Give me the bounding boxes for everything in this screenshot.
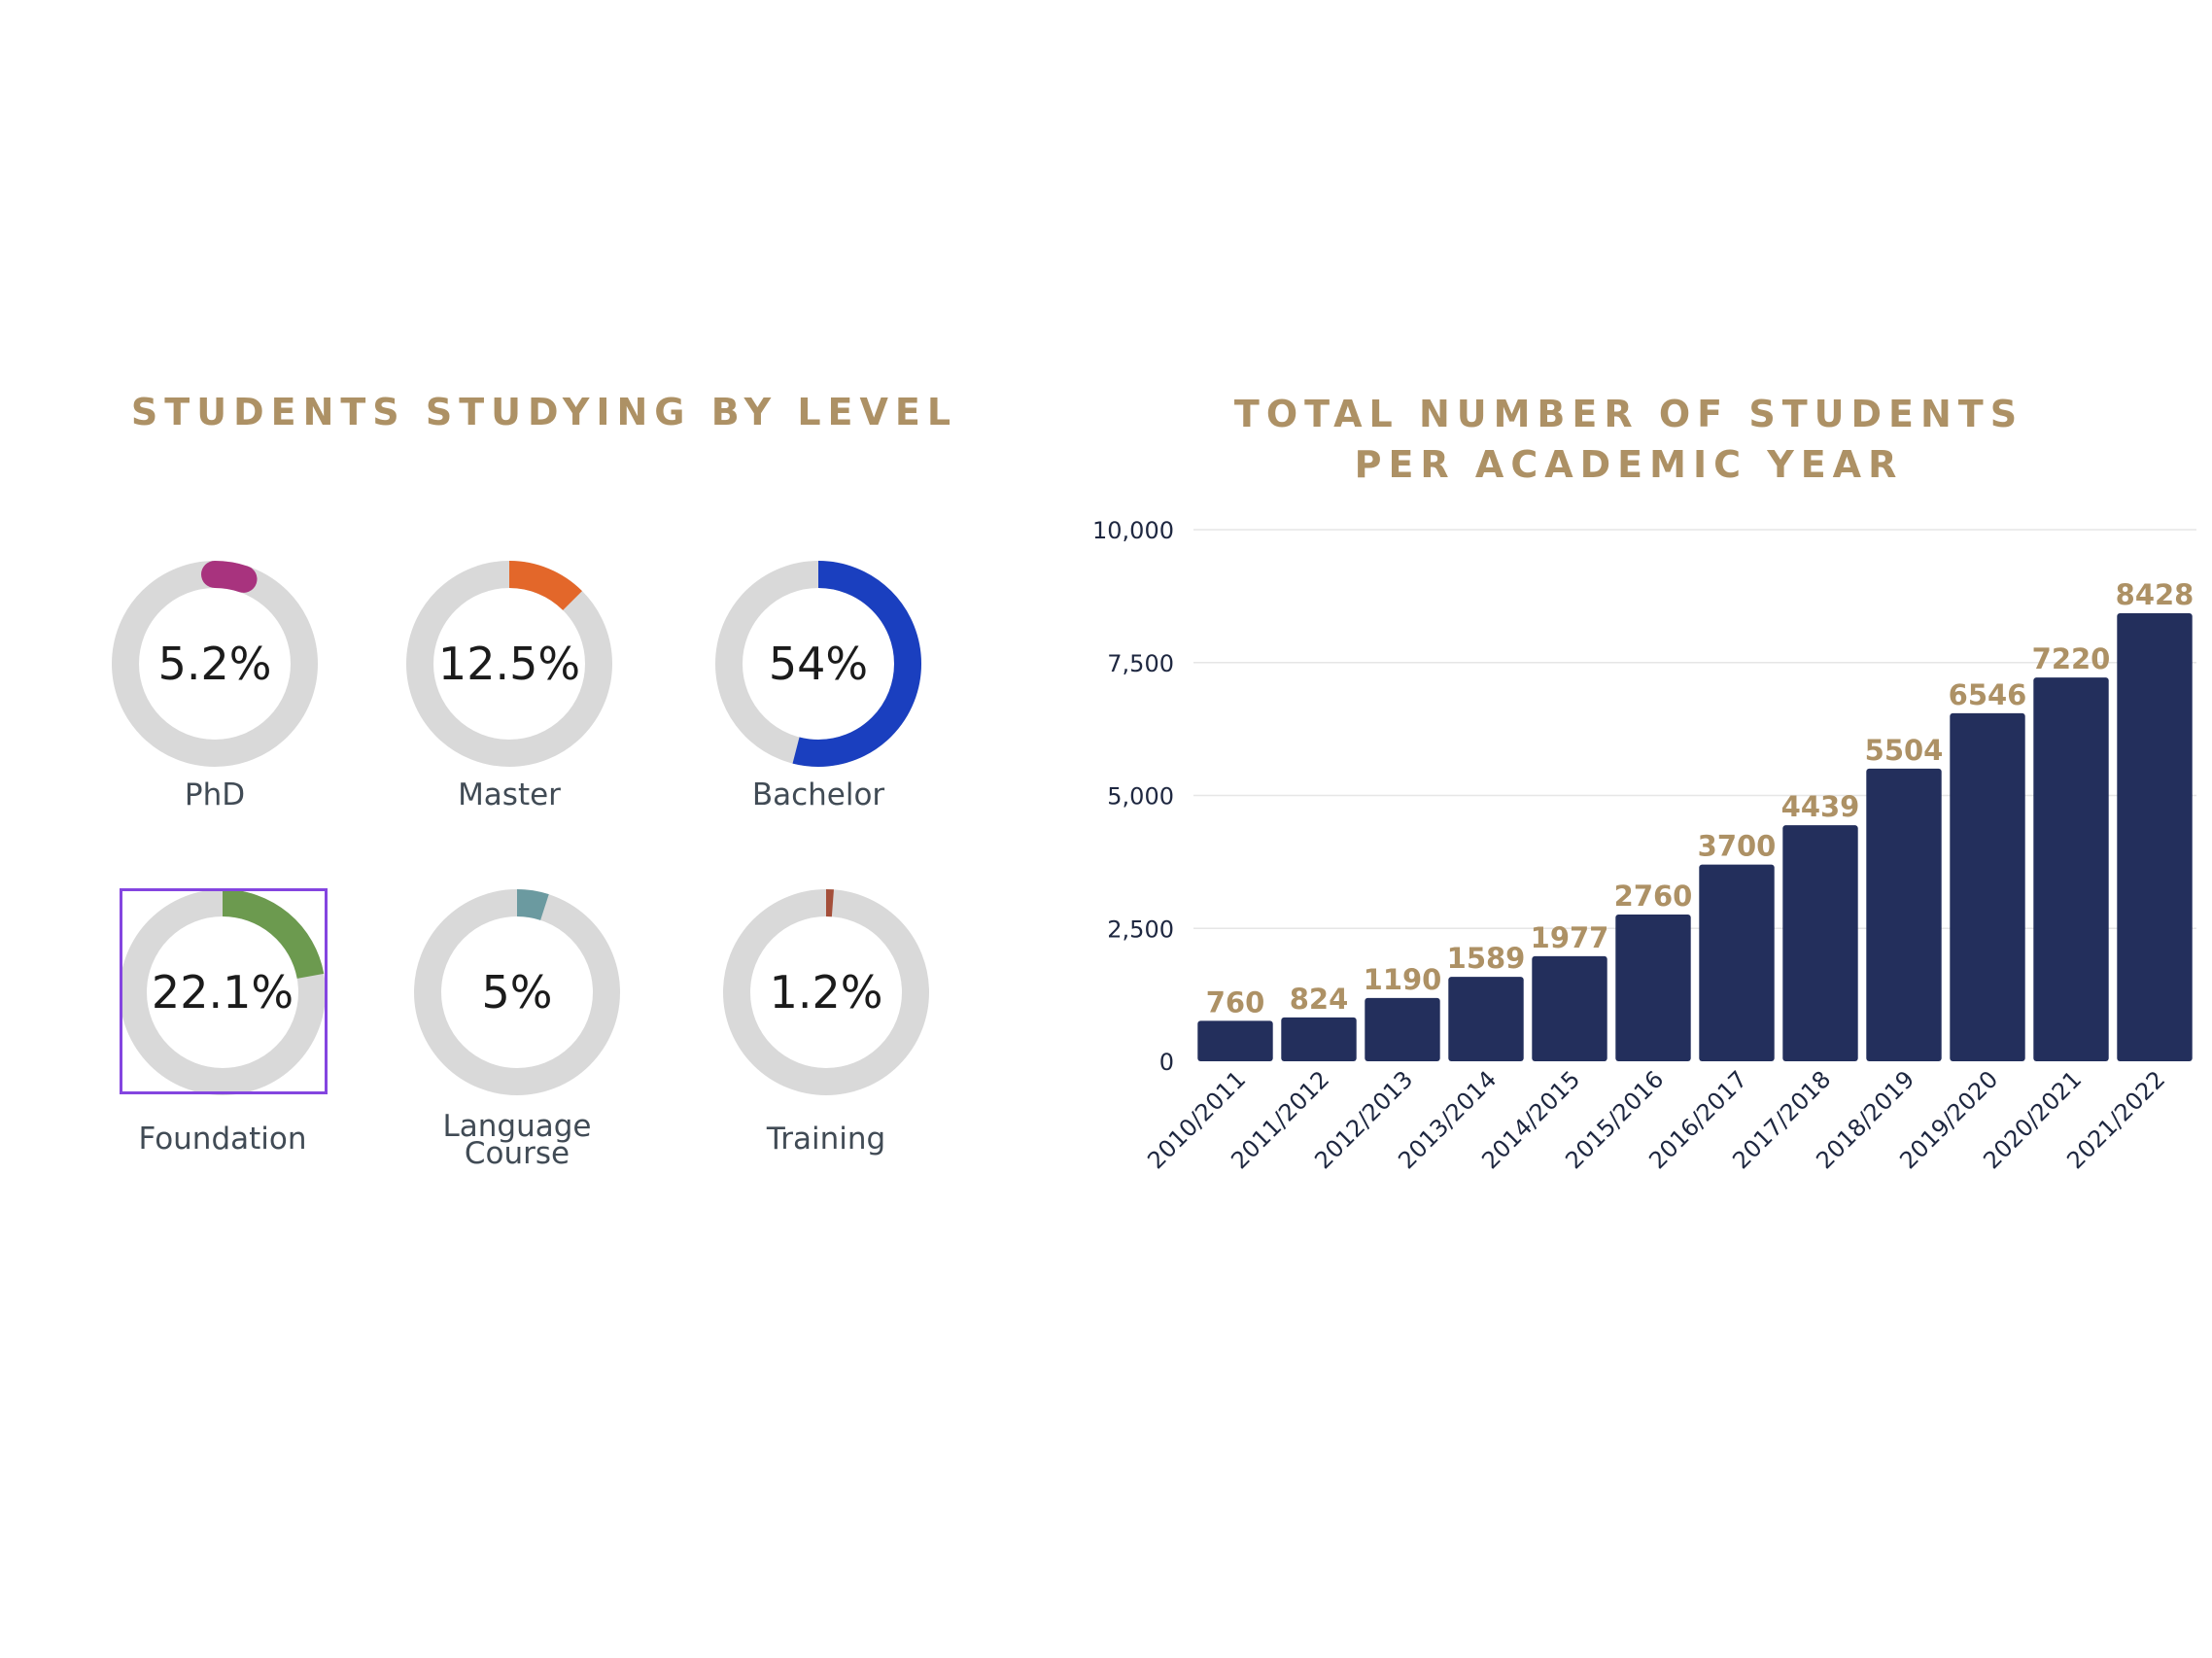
phd-donut-arc (112, 561, 318, 767)
language-course-percentage: 5% (482, 966, 553, 1019)
language-course-label: Language Course (442, 1109, 592, 1171)
bar-value-label: 1190 (1364, 963, 1442, 996)
training-donut: 1.2% (723, 889, 929, 1095)
y-tick-label: 10,000 (1092, 517, 1174, 544)
training-percentage: 1.2% (770, 966, 883, 1019)
bar-value-label: 2760 (1614, 880, 1693, 913)
phd-donut: 5.2% (112, 561, 318, 767)
bar-value-label: 824 (1290, 983, 1349, 1016)
students-per-year-title-line2: PER ACADEMIC YEAR (1354, 443, 1904, 486)
master-donut: 12.5% (406, 561, 612, 767)
students-per-year-title: TOTAL NUMBER OF STUDENTS PER ACADEMIC YE… (1153, 389, 2105, 490)
bar-2017-2018 (1782, 825, 1858, 1061)
master-donut-arc (406, 561, 612, 767)
bachelor-percentage: 54% (769, 638, 868, 690)
bachelor-donut: 54% (715, 561, 921, 767)
bar-2014-2015 (1532, 955, 1607, 1061)
bar-value-label: 6546 (1949, 678, 2027, 711)
bar-2021-2022 (2117, 612, 2193, 1061)
foundation-donut-arc (120, 889, 326, 1095)
bar-2012-2013 (1365, 997, 1440, 1061)
phd-percentage: 5.2% (158, 638, 272, 690)
foundation-label: Foundation (138, 1122, 307, 1157)
bachelor-label: Bachelor (751, 777, 885, 812)
language-course-donut: 5% (414, 889, 620, 1095)
y-tick-label: 0 (1159, 1049, 1174, 1076)
training-donut-arc (723, 889, 929, 1095)
students-per-year-title-line1: TOTAL NUMBER OF STUDENTS (1233, 393, 2024, 435)
phd-label: PhD (184, 777, 246, 812)
bar-2016-2017 (1699, 864, 1775, 1061)
bachelor-donut-arc (715, 561, 921, 767)
master-label: Master (458, 777, 561, 812)
bar-value-label: 4439 (1781, 790, 1860, 823)
bar-value-label: 1977 (1531, 921, 1609, 954)
bar-value-label: 8428 (2116, 578, 2195, 611)
bar-value-label: 5504 (1865, 734, 1944, 767)
bar-2015-2016 (1615, 915, 1691, 1061)
language-course-donut-arc (414, 889, 620, 1095)
bar-value-label: 1589 (1447, 942, 1526, 975)
bar-2019-2020 (1950, 712, 2025, 1061)
bar-2013-2014 (1448, 977, 1524, 1061)
bar-2018-2019 (1866, 768, 1942, 1061)
bar-value-label: 3700 (1698, 830, 1777, 863)
master-percentage: 12.5% (438, 638, 580, 690)
foundation-donut: 22.1% (120, 889, 326, 1095)
foundation-selection-box[interactable] (120, 888, 328, 1094)
foundation-percentage: 22.1% (152, 966, 294, 1019)
bar-2011-2012 (1281, 1017, 1357, 1061)
bar-value-label: 760 (1206, 985, 1265, 1019)
y-tick-label: 5,000 (1107, 783, 1174, 811)
training-label: Training (766, 1122, 886, 1157)
y-tick-label: 7,500 (1107, 650, 1174, 677)
students-by-level-title: STUDENTS STUDYING BY LEVEL (130, 391, 958, 433)
bar-2020-2021 (2033, 677, 2109, 1061)
students-per-year-bar-chart: 02,5005,0007,50010,0007602010/2011824201… (1092, 517, 2196, 1174)
bar-value-label: 7220 (2032, 642, 2111, 675)
bar-2010-2011 (1197, 1020, 1273, 1061)
y-tick-label: 2,500 (1107, 915, 1174, 943)
